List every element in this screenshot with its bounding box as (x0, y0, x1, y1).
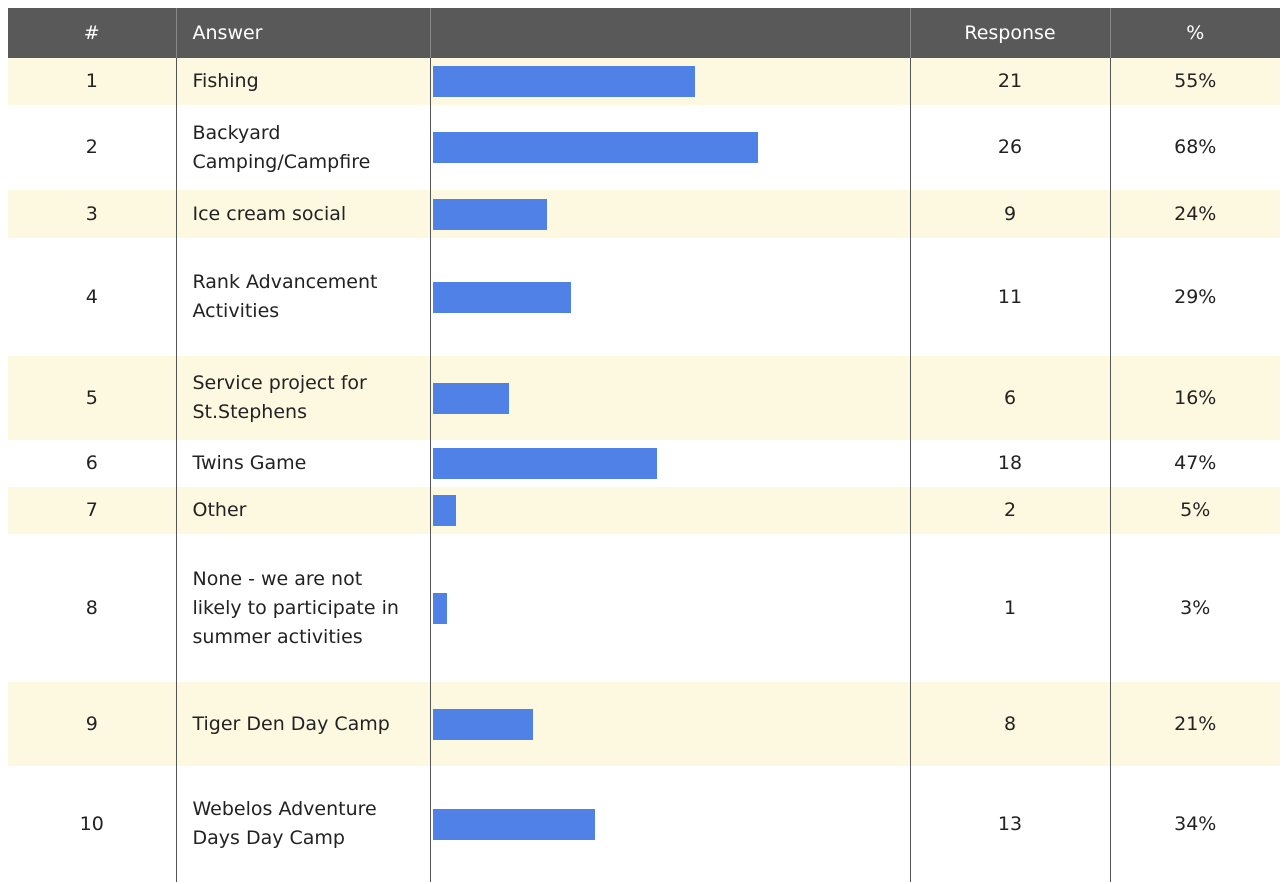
bar (432, 592, 447, 624)
response: 18 (909, 440, 1110, 487)
response: 11 (909, 238, 1110, 356)
row-number: 2 (85, 136, 98, 158)
row: 10 Webelos Adventure Days Day Camp 13 34% (8, 766, 1280, 882)
response: 21 (909, 58, 1110, 105)
bar (432, 132, 758, 163)
answer: Twins Game (175, 440, 430, 487)
answer: Ice cream social (175, 190, 430, 238)
percent: 68% (1109, 105, 1280, 190)
row: 8 None - we are not likely to participate… (8, 534, 1280, 682)
bar-cell (429, 190, 910, 238)
bar (432, 808, 596, 840)
bar (432, 708, 533, 740)
table-body: 1 Fishing 21 55% 2 Backyard Camping/Campfire 2… (8, 58, 1280, 882)
answer: Service project for St.Stephens (175, 356, 430, 440)
bar-cell (429, 766, 910, 882)
row: 9 Tiger Den Day Camp 8 21% (8, 682, 1280, 766)
row: 1 Fishing 21 55% (8, 58, 1280, 105)
bar-cell (429, 238, 910, 356)
bar-cell (429, 105, 910, 190)
row-number: 5 (8, 356, 176, 440)
bar (432, 198, 548, 230)
bar-cell (429, 58, 910, 105)
header-cell: Answer (175, 8, 430, 58)
response: 13 (909, 766, 1110, 882)
bar (432, 382, 509, 414)
percent: 47% (1109, 440, 1280, 487)
row-number: 10 (79, 812, 104, 835)
response: 8 (909, 682, 1110, 766)
header-row: # Answer Response % (8, 8, 1280, 58)
response: 6 (909, 356, 1110, 440)
header-cell: Response (909, 8, 1110, 58)
percent: 24% (1109, 190, 1280, 238)
response: 2 (909, 487, 1110, 534)
percent: 29% (1109, 238, 1280, 356)
bar-cell (429, 487, 910, 534)
bar-cell (429, 682, 910, 766)
row-number: 9 (8, 682, 176, 766)
results-table: # Answer Response % 1 Fishing 21 55% 2 Backya… (8, 8, 1280, 882)
bar-cell (429, 356, 910, 440)
row-number: 1 (8, 58, 176, 105)
answer: Other (175, 487, 430, 534)
percent: 34% (1109, 766, 1280, 882)
bar-cell (429, 440, 910, 487)
percent: 5% (1109, 487, 1280, 534)
percent: 16% (1109, 356, 1280, 440)
row: 7 Other 2 5% (8, 487, 1280, 534)
row-number: 3 (8, 190, 176, 238)
percent: 3% (1109, 534, 1280, 682)
row-number: 6 (85, 452, 98, 474)
header-cell: % (1109, 8, 1280, 58)
bar (432, 448, 658, 479)
response: 26 (909, 105, 1110, 190)
answer: Tiger Den Day Camp (175, 682, 430, 766)
percent: 21% (1109, 682, 1280, 766)
row-number: 7 (8, 487, 176, 534)
response: 9 (909, 190, 1110, 238)
answer: Fishing (175, 58, 430, 105)
row: 2 Backyard Camping/Campfire 26 68% (8, 105, 1280, 190)
bar (432, 66, 696, 97)
answer: Rank Advancement Activities (175, 238, 430, 356)
header-cell (429, 8, 910, 58)
row: 3 Ice cream social 9 24% (8, 190, 1280, 238)
row: 5 Service project for St.Stephens 6 16% (8, 356, 1280, 440)
answer: Webelos Adventure Days Day Camp (175, 766, 430, 882)
row: 6 Twins Game 18 47% (8, 440, 1280, 487)
answer: None - we are not likely to participate … (175, 534, 430, 682)
bar (432, 281, 572, 313)
bar-cell (429, 534, 910, 682)
header-cell: # (8, 8, 176, 58)
row-number: 8 (85, 596, 98, 619)
row-number: 4 (85, 285, 98, 308)
answer: Backyard Camping/Campfire (175, 105, 430, 190)
bar (432, 495, 457, 526)
percent: 55% (1109, 58, 1280, 105)
row: 4 Rank Advancement Activities 11 29% (8, 238, 1280, 356)
response: 1 (909, 534, 1110, 682)
